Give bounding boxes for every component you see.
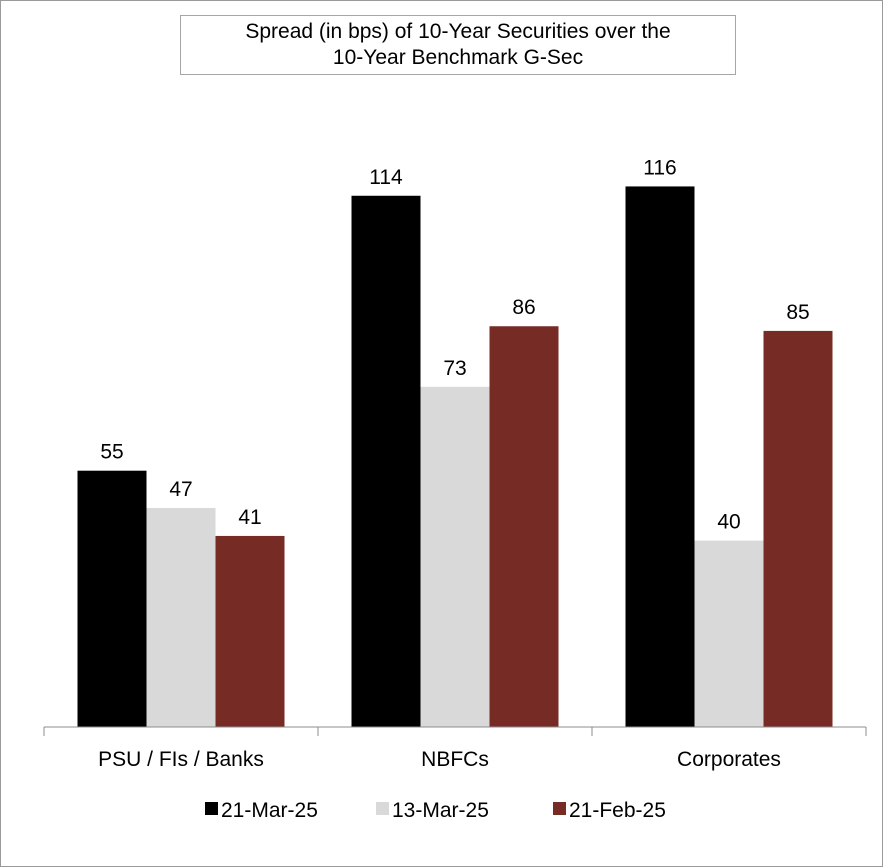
chart-title: Spread (in bps) of 10-Year Securities ov… <box>245 20 671 69</box>
bar-nbfcs-21-mar-25 <box>351 195 421 727</box>
x-tick-label: NBFCs <box>421 748 489 771</box>
data-label: 41 <box>238 506 261 529</box>
legend-label: 21-Mar-25 <box>221 799 318 822</box>
bar-corporates-21-mar-25 <box>625 186 695 727</box>
bar-corporates-21-feb-25 <box>763 330 833 727</box>
bar-corporates-13-mar-25 <box>694 540 764 727</box>
legend-label: 13-Mar-25 <box>392 799 489 822</box>
bar-psu-fis-banks-21-feb-25 <box>215 535 285 727</box>
data-label: 116 <box>643 156 676 179</box>
legend-label: 21-Feb-25 <box>569 799 666 822</box>
data-label: 85 <box>786 301 809 324</box>
chart-title-box: Spread (in bps) of 10-Year Securities ov… <box>180 15 736 75</box>
legend-swatch <box>205 802 218 815</box>
data-label: 73 <box>443 357 466 380</box>
data-label: 40 <box>717 511 740 534</box>
data-label: 114 <box>369 166 403 189</box>
bar-psu-fis-banks-21-mar-25 <box>77 470 147 727</box>
bar-nbfcs-13-mar-25 <box>420 386 490 727</box>
data-label: 86 <box>512 296 535 319</box>
x-tick-label: Corporates <box>677 748 781 771</box>
data-label: 47 <box>169 478 192 501</box>
legend-swatch <box>376 802 389 815</box>
legend-swatch <box>553 802 566 815</box>
bar-psu-fis-banks-13-mar-25 <box>146 507 216 727</box>
x-tick-label: PSU / FIs / Banks <box>98 748 264 771</box>
data-label: 55 <box>100 441 123 464</box>
bar-nbfcs-21-feb-25 <box>489 326 559 727</box>
